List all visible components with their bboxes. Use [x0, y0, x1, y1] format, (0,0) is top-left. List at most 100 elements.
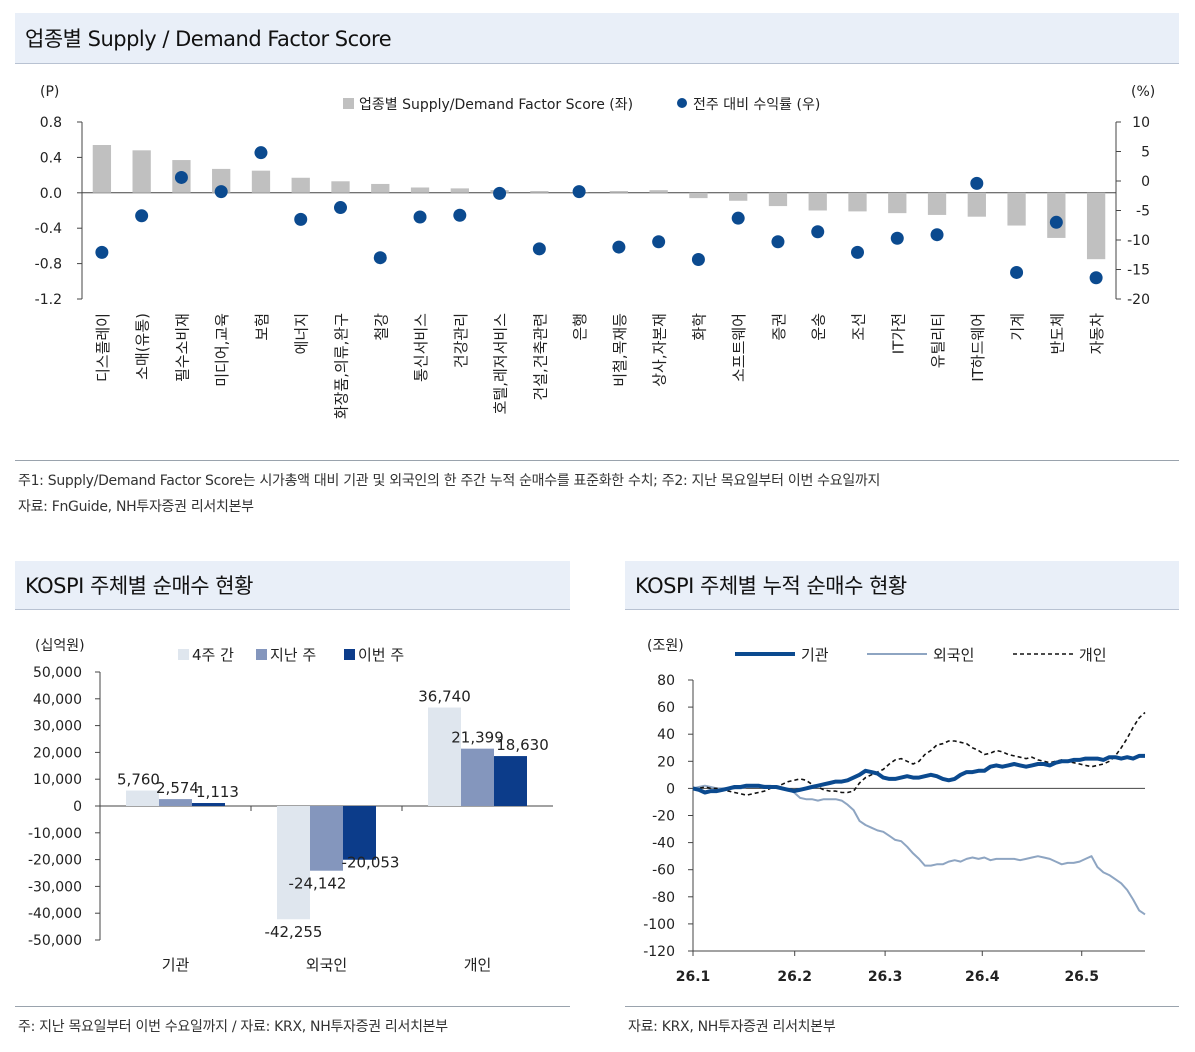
- x-tick-label: 26.2: [777, 969, 812, 985]
- return-dot: [453, 208, 467, 222]
- y-tick-label: 40: [657, 727, 675, 743]
- y-tick-label: 0: [666, 781, 675, 797]
- series-line-individual: [693, 711, 1146, 796]
- netbuy-value-label: 1,113: [196, 783, 239, 801]
- score-bar: [371, 183, 390, 193]
- netbuy-bar: [494, 756, 527, 806]
- score-bar: [331, 181, 350, 193]
- score-bar: [689, 192, 708, 199]
- netbuy-value-label: -20,053: [342, 854, 400, 872]
- category-label: 증권: [770, 313, 788, 341]
- return-dot: [771, 235, 785, 249]
- legend-label-lastweek: 지난 주: [270, 646, 316, 664]
- sd-factor-header: 업종별 Supply / Demand Factor Score: [15, 13, 1179, 64]
- netbuy-legend: 4주 간 지난 주 이번 주: [178, 646, 404, 664]
- y-tick-label: -30,000: [28, 879, 82, 895]
- score-bar: [967, 192, 986, 217]
- score-bar: [291, 177, 310, 193]
- legend-swatch-4weeks: [178, 649, 189, 660]
- netbuy-note: 주: 지난 목요일부터 이번 수요일까지 / 자료: KRX, NH투자증권 리…: [18, 1019, 448, 1035]
- netbuy-value-label: 18,630: [496, 736, 549, 754]
- x-tick-label: 26.5: [1064, 969, 1099, 985]
- right-tick-label: -15: [1127, 263, 1150, 279]
- category-label: 운송: [810, 313, 828, 341]
- right-tick-label: 10: [1132, 115, 1150, 131]
- score-bar: [251, 170, 271, 193]
- sd-bottom-rule: [15, 460, 1179, 461]
- legend-label-score: 업종별 Supply/Demand Factor Score (좌): [359, 97, 633, 113]
- score-bar: [410, 187, 430, 193]
- legend-label-4weeks: 4주 간: [192, 646, 234, 664]
- y-tick-label: 80: [657, 673, 675, 689]
- netbuy-title: KOSPI 주체별 순매수 현황: [25, 574, 253, 598]
- cumulative-title: KOSPI 주체별 누적 순매수 현황: [635, 574, 907, 598]
- return-dot: [1049, 215, 1063, 229]
- return-dot: [493, 186, 507, 200]
- return-dot: [652, 235, 666, 249]
- return-dot: [174, 170, 188, 184]
- score-bar: [768, 192, 788, 207]
- cumulative-legend: 기관 외국인 개인: [735, 646, 1107, 664]
- category-label: 건설,건축관련: [531, 313, 549, 401]
- category-label: 통신서비스: [412, 313, 430, 382]
- y-tick-label: -40: [652, 836, 675, 852]
- return-dot: [254, 146, 268, 160]
- return-dot: [373, 251, 387, 265]
- x-tick-label: 26.3: [868, 969, 903, 985]
- category-label: 미디어,교육: [213, 313, 231, 387]
- series-line-foreign: [692, 784, 1146, 916]
- category-label: 비철,목재등: [611, 313, 629, 387]
- cumulative-chart: (조원) 기관 외국인 개인 80 60 40 20 0 -20 -40 -60 -80 -100…: [643, 638, 1146, 985]
- category-label: 철강: [372, 313, 390, 341]
- left-tick-label: 0.0: [40, 186, 62, 202]
- return-dot: [1010, 265, 1024, 279]
- score-bar: [649, 190, 668, 193]
- y-tick-label: -50,000: [28, 933, 82, 949]
- netbuy-bar: [343, 806, 376, 860]
- return-dot: [811, 225, 825, 239]
- left-tick-label: -0.8: [35, 257, 62, 273]
- category-label: 상사,자본재: [651, 313, 669, 387]
- legend-label-individual: 개인: [1079, 646, 1107, 664]
- legend-label-return: 전주 대비 수익률 (우): [693, 97, 820, 113]
- cumulative-unit: (조원): [647, 638, 684, 654]
- y-tick-label: 60: [657, 700, 675, 716]
- legend-label-thisweek: 이번 주: [358, 646, 404, 664]
- netbuy-unit: (십억원): [35, 638, 85, 654]
- netbuy-bar: [277, 806, 310, 920]
- left-tick-label: -1.2: [35, 292, 62, 308]
- y-tick-label: 0: [73, 799, 82, 815]
- return-dot: [890, 231, 904, 245]
- return-dot: [731, 211, 745, 225]
- legend-swatch-lastweek: [256, 649, 267, 660]
- right-axis-unit: (%): [1131, 84, 1155, 100]
- netbuy-value-label: 36,740: [418, 688, 471, 706]
- category-label: 유틸리티: [929, 313, 947, 368]
- category-label: 외국인: [306, 956, 347, 974]
- left-axis-unit: (P): [40, 84, 59, 100]
- y-tick-label: -100: [643, 917, 675, 933]
- legend-label-foreign: 외국인: [933, 646, 974, 664]
- sd-factor-chart: (P) (%) 업종별 Supply/Demand Factor Score (…: [35, 84, 1156, 419]
- return-dot: [294, 212, 308, 226]
- category-label: 조선: [850, 313, 868, 341]
- series-line-institution: [692, 753, 1145, 795]
- y-tick-label: -10,000: [28, 826, 82, 842]
- return-dot: [572, 185, 586, 199]
- y-tick-label: -40,000: [28, 906, 82, 922]
- netbuy-value-label: 21,399: [451, 729, 504, 747]
- netbuy-chart: (십억원) 4주 간 지난 주 이번 주 50,000 40,000 30,000 2…: [28, 638, 553, 974]
- y-tick-label: -20: [652, 809, 675, 825]
- y-tick-label: 50,000: [33, 665, 82, 681]
- sd-note-2: 자료: FnGuide, NH투자증권 리서치본부: [18, 499, 254, 515]
- score-bar: [1007, 192, 1026, 226]
- y-tick-label: 20,000: [33, 745, 82, 761]
- category-label: IT하드웨어: [969, 313, 987, 382]
- return-dot: [214, 185, 228, 199]
- score-bar: [1086, 192, 1106, 260]
- legend-swatch-thisweek: [344, 649, 355, 660]
- y-tick-label: -60: [652, 863, 675, 879]
- category-label: 건강관리: [452, 313, 470, 368]
- netbuy-bar: [428, 707, 461, 806]
- score-bar: [132, 150, 151, 193]
